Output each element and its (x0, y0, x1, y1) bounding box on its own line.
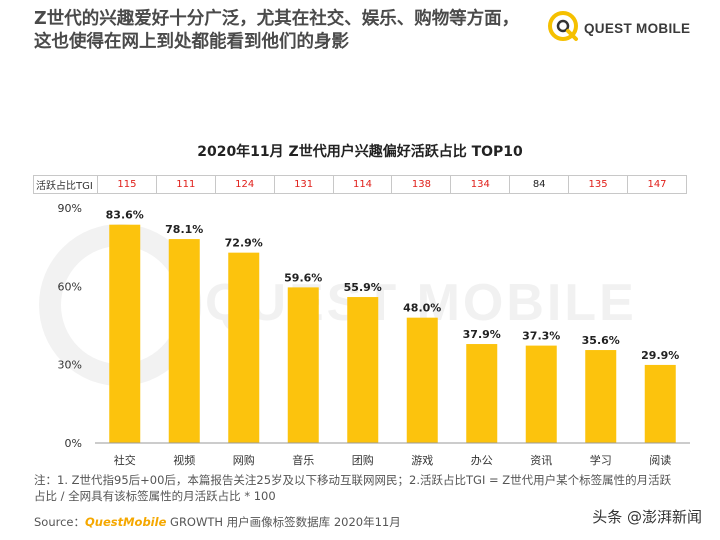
x-tick-label: 资讯 (530, 454, 552, 467)
footnote-line-1: 注：1. Z世代指95后+00后，本篇报告关注25岁及以下移动互联网网民；2.活… (34, 473, 672, 487)
data-label: 35.6% (582, 334, 620, 347)
data-label: 83.6% (106, 209, 144, 222)
data-label: 48.0% (403, 302, 441, 315)
data-label: 29.9% (641, 349, 679, 362)
headline: Z世代的兴趣爱好十分广泛，尤其在社交、娱乐、购物等方面， 这也使得在网上到处都能… (34, 8, 544, 54)
x-tick-label: 学习 (590, 453, 612, 467)
tgi-row: 活跃占比TGI 115 111 124 131 114 138 134 84 135 147 (33, 175, 687, 194)
bar (644, 364, 676, 443)
y-tick-label: 60% (58, 280, 82, 293)
tgi-cell: 84 (509, 175, 570, 194)
tgi-table: 活跃占比TGI 115 111 124 131 114 138 134 84 135 147 (33, 175, 687, 194)
repost-watermark: 头条 @澎湃新闻 (592, 508, 702, 526)
questmobile-logo-icon (548, 11, 578, 41)
x-axis-labels: 社交 视频 网购 音乐 团购 游戏 办公 资讯 学习 阅读 (114, 453, 672, 467)
bars: 83.6% 78.1% 72.9% 59.6% 55.9% 48.0% 37.9% 37.3%… (106, 209, 679, 443)
tgi-cell: 138 (391, 175, 452, 194)
headline-line-2: 这也使得在网上到处都能看到他们的身影 (34, 32, 349, 52)
y-axis: 0% 30% 60% 90% (58, 202, 82, 450)
data-label: 37.3% (522, 330, 560, 343)
tgi-cell: 131 (273, 175, 334, 194)
bar (109, 224, 141, 443)
headline-line-1: Z世代的兴趣爱好十分广泛，尤其在社交、娱乐、购物等方面， (34, 9, 520, 29)
questmobile-logo: QUEST MOBILE (546, 8, 696, 48)
bar (228, 252, 260, 443)
x-tick-label: 社交 (114, 453, 136, 467)
x-tick-label: 阅读 (649, 453, 671, 467)
bar (525, 345, 557, 443)
footnote-line-2: 占比 / 全网具有该标签属性的月活跃占比 * 100 (34, 489, 276, 503)
x-tick-label: 团购 (352, 453, 374, 467)
logo-text: QUEST MOBILE (584, 21, 691, 36)
tgi-cell: 115 (97, 175, 157, 194)
data-label: 78.1% (165, 223, 203, 236)
chart-title: 2020年11月 Z世代用户兴趣偏好活跃占比 TOP10 (197, 143, 523, 160)
bar (168, 239, 200, 443)
data-label: 59.6% (284, 271, 322, 284)
source-line: Source：QuestMobile GROWTH 用户画像标签数据库 2020… (34, 514, 401, 530)
data-label: 37.9% (463, 328, 501, 341)
data-label: 72.9% (225, 237, 263, 250)
tgi-cell: 135 (568, 175, 629, 194)
bar (287, 287, 319, 443)
bar (406, 317, 438, 443)
y-tick-label: 90% (58, 202, 82, 215)
tgi-cell: 111 (155, 175, 216, 194)
bar (347, 297, 379, 443)
bar (585, 350, 617, 443)
x-tick-label: 游戏 (411, 454, 433, 467)
x-tick-label: 网购 (233, 453, 255, 467)
x-tick-label: 办公 (471, 454, 493, 467)
source-prefix: Source： (34, 515, 85, 529)
tgi-cell: 147 (627, 175, 687, 194)
y-tick-label: 0% (65, 437, 82, 450)
source-brand: QuestMobile (85, 515, 167, 529)
source-rest: GROWTH 用户画像标签数据库 2020年11月 (166, 515, 401, 529)
tgi-cell: 134 (450, 175, 511, 194)
footnote: 注：1. Z世代指95后+00后，本篇报告关注25岁及以下移动互联网网民；2.活… (34, 472, 694, 504)
x-tick-label: 音乐 (292, 453, 314, 467)
data-label: 55.9% (344, 281, 382, 294)
tgi-cell: 114 (332, 175, 393, 194)
x-tick-label: 视频 (173, 453, 195, 467)
tgi-row-label: 活跃占比TGI (33, 175, 98, 194)
y-tick-label: 30% (58, 359, 82, 372)
bar (466, 344, 498, 443)
tgi-cell: 124 (214, 175, 275, 194)
